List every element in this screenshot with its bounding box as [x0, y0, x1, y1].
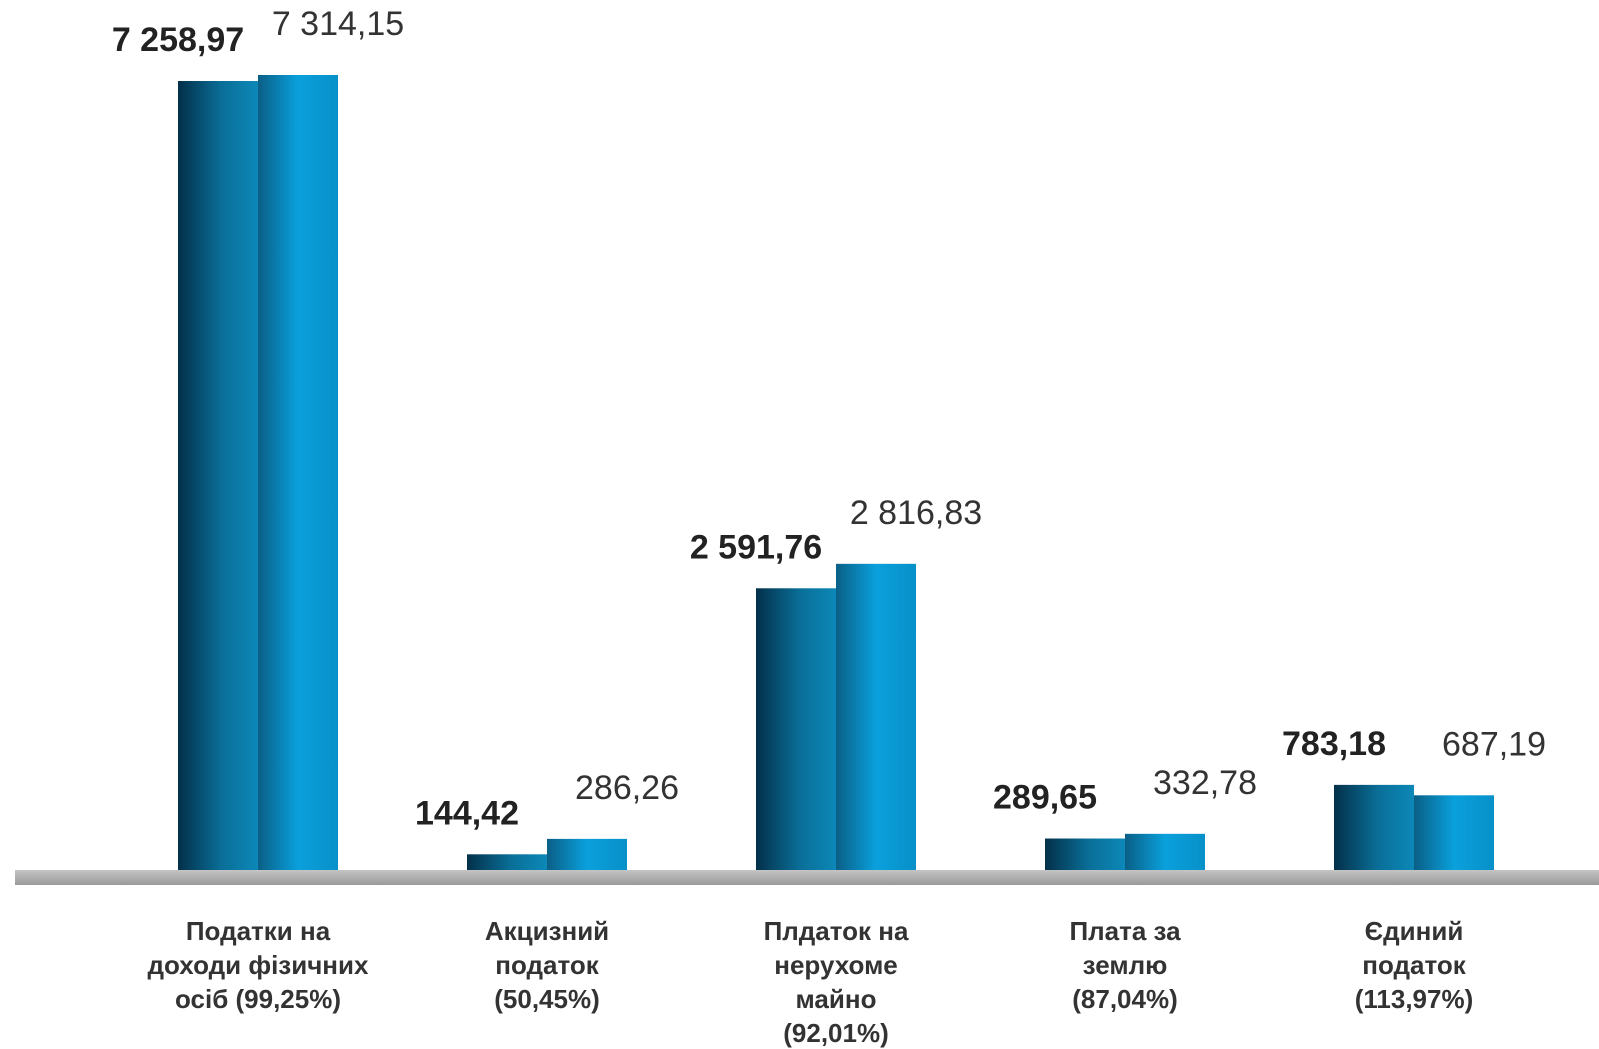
category-label-1-line-3: осіб (99,25%)	[175, 984, 341, 1014]
bar-series1-5	[1334, 784, 1414, 870]
category-label-4-line-3: (87,04%)	[1072, 984, 1178, 1014]
bar-series1-1	[178, 80, 258, 871]
category-label-5-line-2: податок	[1362, 950, 1466, 980]
bar-series2-5	[1414, 795, 1494, 870]
bar-series2-4	[1125, 833, 1205, 870]
bar-series2-1	[258, 75, 338, 870]
category-label-5-line-1: Єдиний	[1365, 916, 1464, 946]
category-label-3-line-1: Плдаток на	[764, 916, 909, 946]
baseline-shelf	[15, 870, 1599, 885]
data-label-series2-3: 2 816,83	[850, 494, 982, 532]
category-label-3-line-2: нерухоме	[774, 950, 898, 980]
category-label-3-line-4: (92,01%)	[783, 1018, 889, 1048]
category-label-2-line-1: Акцизний	[485, 916, 609, 946]
data-label-series2-1: 7 314,15	[272, 5, 404, 43]
data-label-series1-1: 7 258,97	[112, 21, 244, 59]
category-label-4-line-1: Плата за	[1069, 916, 1181, 946]
category-label-2-line-2: податок	[495, 950, 599, 980]
data-label-series1-5: 783,18	[1282, 725, 1386, 763]
category-label-3-line-3: майно	[796, 984, 877, 1014]
bar-series2-2	[547, 838, 627, 870]
bar-series1-2	[467, 854, 547, 870]
data-label-series1-3: 2 591,76	[690, 528, 822, 566]
bar-series1-3	[756, 588, 836, 870]
data-label-series2-4: 332,78	[1153, 764, 1257, 802]
category-label-1-line-1: Податки на	[186, 916, 331, 946]
bar-series2-3	[836, 563, 916, 870]
category-label-4-line-2: землю	[1083, 950, 1168, 980]
category-label-5-line-3: (113,97%)	[1355, 984, 1474, 1014]
category-label-2-line-3: (50,45%)	[494, 984, 600, 1014]
data-label-series2-5: 687,19	[1442, 725, 1546, 763]
category-label-1-line-2: доходи фізичних	[148, 950, 369, 980]
data-label-series2-2: 286,26	[575, 769, 679, 807]
data-label-series1-4: 289,65	[993, 779, 1097, 817]
bar-series1-4	[1045, 838, 1125, 870]
data-label-series1-2: 144,42	[415, 794, 519, 832]
